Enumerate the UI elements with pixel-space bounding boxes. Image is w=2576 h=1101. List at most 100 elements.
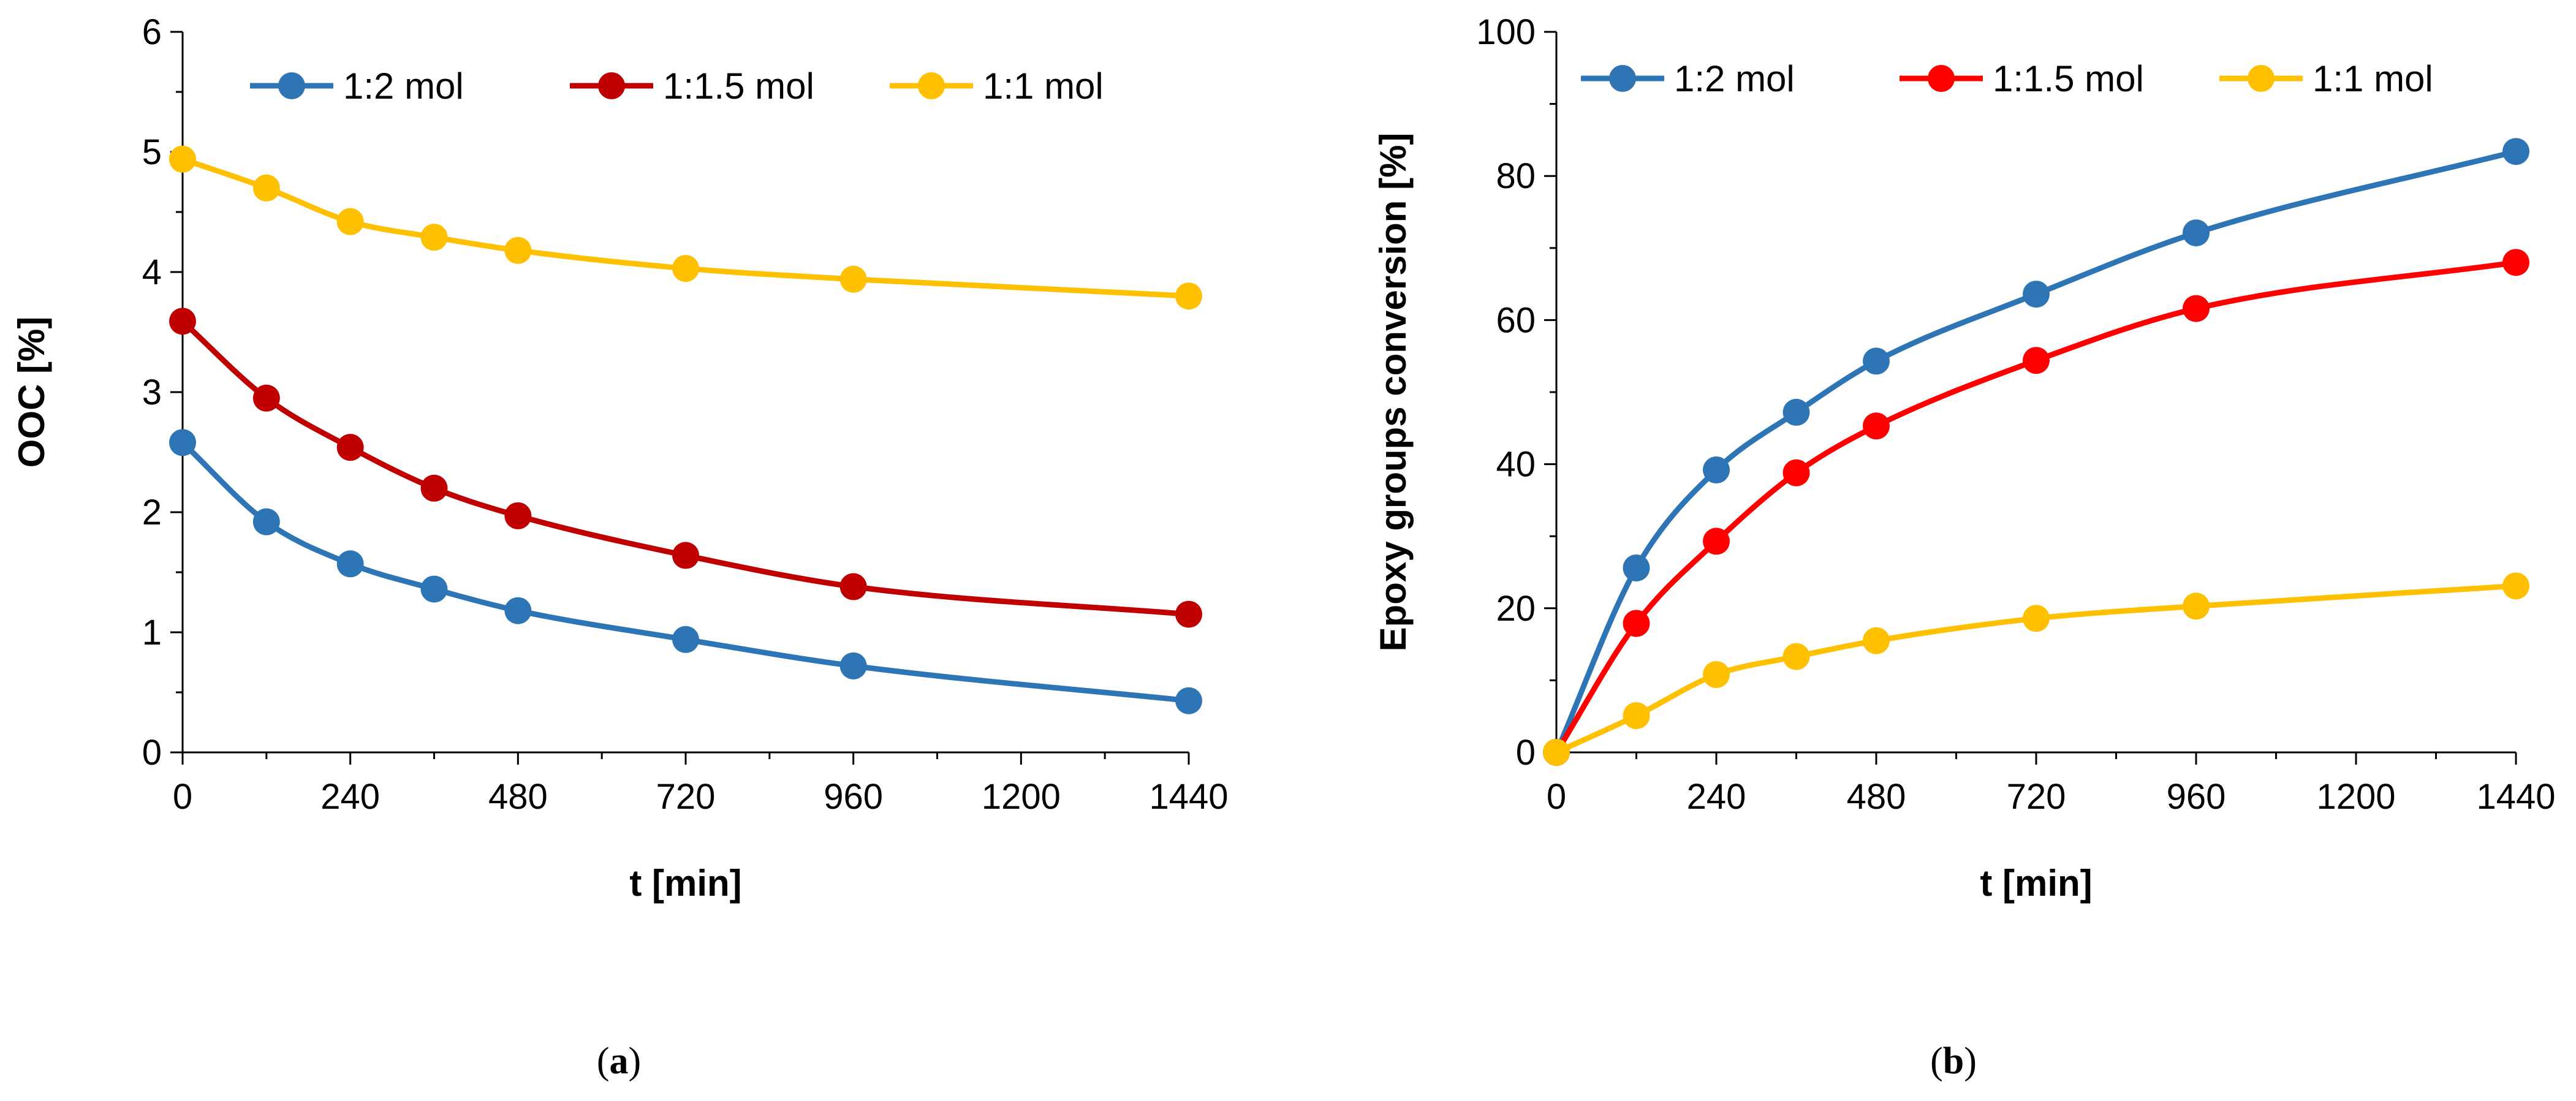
data-point bbox=[1703, 456, 1730, 484]
caption-letter: a bbox=[610, 1040, 629, 1082]
y-axis-title: Epoxy groups conversion [%] bbox=[1373, 133, 1414, 652]
data-point bbox=[252, 384, 280, 412]
data-point bbox=[420, 575, 448, 603]
data-point bbox=[1623, 702, 1650, 730]
series-line-3 bbox=[1553, 583, 2519, 755]
data-point bbox=[252, 174, 280, 202]
data-point bbox=[1863, 412, 1890, 440]
legend-marker bbox=[598, 72, 625, 99]
chart-b-svg: 0 20 40 60 80 100 0 240 480 720 960 1200 1440 t [min]… bbox=[1373, 12, 2556, 1082]
series-line-2 bbox=[180, 318, 1192, 618]
legend-marker bbox=[1609, 65, 1636, 92]
chart-panel-a: 0 1 2 3 4 5 6 0 240 480 720 960 1200 1440 t [min] OOC [… bbox=[11, 12, 1229, 1082]
data-point bbox=[1175, 687, 1202, 714]
y-axis-title: OOC [%] bbox=[11, 317, 52, 468]
data-point bbox=[2183, 219, 2210, 247]
y-tick-label: 20 bbox=[1496, 589, 1536, 629]
legend-marker bbox=[918, 72, 945, 99]
x-tick-label: 240 bbox=[1687, 777, 1746, 817]
chart-a-svg: 0 1 2 3 4 5 6 0 240 480 720 960 1200 1440 t [min] OOC [… bbox=[11, 12, 1229, 1082]
x-axis-title: t [min] bbox=[629, 863, 741, 904]
data-point bbox=[336, 208, 364, 235]
y-tick-label: 100 bbox=[1476, 12, 1536, 52]
x-tick-label: 1440 bbox=[2476, 777, 2555, 817]
y-tick-label: 2 bbox=[142, 493, 162, 532]
x-tick-label: 720 bbox=[656, 777, 716, 817]
data-point bbox=[2183, 592, 2210, 620]
data-point bbox=[2023, 281, 2050, 308]
data-point bbox=[336, 550, 364, 578]
panel-caption: (a) bbox=[597, 1040, 641, 1082]
y-tick-label: 0 bbox=[1516, 733, 1536, 773]
data-point bbox=[2023, 605, 2050, 632]
y-tick-label: 40 bbox=[1496, 445, 1536, 485]
legend-marker bbox=[1928, 65, 1955, 92]
data-point bbox=[672, 542, 699, 569]
x-tick-label: 1440 bbox=[1149, 777, 1228, 817]
data-point bbox=[672, 626, 699, 653]
y-tick-label: 1 bbox=[142, 613, 162, 653]
legend-entry-1: 1:2 mol bbox=[1581, 58, 1795, 99]
x-tick-label: 240 bbox=[320, 777, 380, 817]
legend-label: 1:1.5 mol bbox=[1993, 58, 2144, 99]
x-tick-label: 480 bbox=[1847, 777, 1906, 817]
legend-entry-2: 1:1.5 mol bbox=[570, 66, 814, 107]
series-line-3 bbox=[180, 156, 1192, 299]
data-point bbox=[1863, 627, 1890, 654]
data-point bbox=[1782, 459, 1810, 486]
y-tick-label: 5 bbox=[142, 132, 162, 172]
data-point bbox=[420, 474, 448, 502]
data-point bbox=[252, 508, 280, 535]
series-line-1 bbox=[1553, 148, 2519, 755]
y-tick-label: 0 bbox=[142, 733, 162, 773]
legend-label: 1:2 mol bbox=[343, 66, 464, 107]
x-tick-label: 1200 bbox=[982, 777, 1061, 817]
data-point bbox=[1703, 528, 1730, 555]
data-point bbox=[169, 308, 196, 335]
data-point bbox=[169, 429, 196, 456]
data-point bbox=[1623, 554, 1650, 581]
data-point bbox=[2023, 347, 2050, 374]
legend-entry-1: 1:2 mol bbox=[250, 66, 464, 107]
data-point bbox=[1623, 610, 1650, 637]
data-point bbox=[504, 236, 532, 264]
data-point bbox=[420, 224, 448, 251]
caption-letter: b bbox=[1943, 1040, 1964, 1082]
data-point bbox=[1782, 398, 1810, 426]
chart-panel-b: 0 20 40 60 80 100 0 240 480 720 960 1200 1440 t [min]… bbox=[1288, 0, 2576, 1101]
legend-label: 1:1.5 mol bbox=[663, 66, 814, 107]
legend-entry-2: 1:1.5 mol bbox=[1900, 58, 2144, 99]
data-point bbox=[839, 652, 867, 679]
legend-marker bbox=[2248, 65, 2275, 92]
data-point bbox=[2502, 249, 2529, 276]
data-point bbox=[336, 434, 364, 461]
x-tick-label: 0 bbox=[1547, 777, 1566, 817]
x-tick-label: 720 bbox=[2007, 777, 2066, 817]
y-tick-label: 4 bbox=[142, 252, 162, 292]
y-tick-label: 80 bbox=[1496, 156, 1536, 196]
series-line-1 bbox=[180, 439, 1192, 704]
data-point bbox=[504, 502, 532, 529]
x-tick-label: 480 bbox=[488, 777, 548, 817]
data-point bbox=[1863, 347, 1890, 375]
x-tick-label: 0 bbox=[173, 777, 192, 817]
panel-caption: (b) bbox=[1930, 1040, 1977, 1082]
y-tick-label: 6 bbox=[142, 12, 162, 52]
legend-label: 1:1 mol bbox=[983, 66, 1104, 107]
data-point bbox=[2183, 295, 2210, 322]
data-point bbox=[504, 597, 532, 624]
legend-marker bbox=[278, 72, 305, 99]
legend-entry-3: 1:1 mol bbox=[890, 66, 1104, 107]
y-tick-label: 60 bbox=[1496, 300, 1536, 340]
x-tick-label: 960 bbox=[824, 777, 883, 817]
data-point bbox=[169, 145, 196, 173]
data-point bbox=[1543, 739, 1570, 766]
data-point bbox=[2502, 138, 2529, 165]
data-point bbox=[839, 265, 867, 293]
data-point bbox=[1703, 660, 1730, 688]
data-point bbox=[1175, 282, 1202, 310]
x-tick-label: 960 bbox=[2167, 777, 2226, 817]
x-tick-label: 1200 bbox=[2316, 777, 2395, 817]
legend-entry-3: 1:1 mol bbox=[2219, 58, 2433, 99]
data-point bbox=[2502, 572, 2529, 600]
